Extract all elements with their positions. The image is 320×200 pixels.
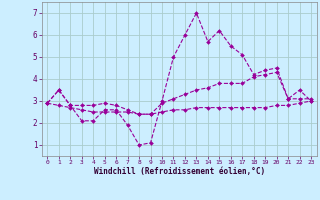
X-axis label: Windchill (Refroidissement éolien,°C): Windchill (Refroidissement éolien,°C): [94, 167, 265, 176]
